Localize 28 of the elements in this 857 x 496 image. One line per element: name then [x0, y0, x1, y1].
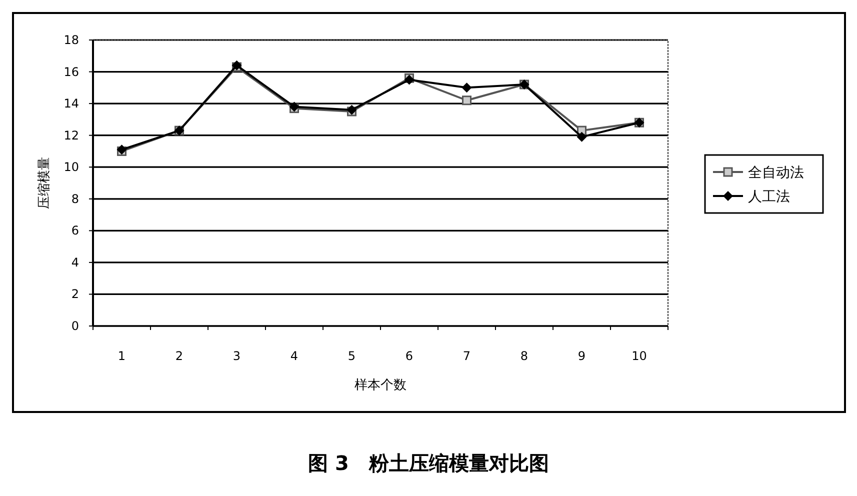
x-tick-label: 6	[405, 349, 414, 363]
legend-label: 人工法	[748, 189, 790, 205]
y-tick-label: 12	[64, 128, 79, 142]
y-tick-label: 2	[71, 287, 79, 302]
y-axis-title: 压缩模量	[37, 157, 52, 209]
x-tick-label: 1	[118, 349, 126, 363]
x-tick-label: 9	[578, 349, 586, 363]
x-tick-label: 4	[290, 349, 298, 363]
y-tick-label: 6	[71, 224, 79, 238]
x-tick-label: 10	[632, 349, 647, 363]
y-tick-label: 4	[71, 255, 79, 270]
y-tick-label: 10	[64, 160, 79, 174]
y-tick-label: 16	[64, 64, 79, 79]
y-tick-label: 14	[64, 96, 79, 111]
point	[462, 82, 472, 93]
point	[576, 132, 587, 142]
y-tick-label: 8	[71, 192, 79, 206]
y-tick-label: 18	[64, 33, 79, 47]
x-tick-label: 2	[175, 349, 184, 363]
text: 图 3 粉土压缩模量对比图	[308, 451, 549, 475]
x-tick-label: 8	[520, 349, 528, 363]
point	[462, 96, 472, 106]
y-tick-label: 0	[71, 319, 79, 333]
x-tick-label: 3	[232, 349, 241, 363]
x-tick-label: 7	[462, 349, 471, 363]
x-tick-label: 5	[348, 349, 356, 363]
legend-label: 全自动法	[748, 165, 804, 181]
x-axis-title: 样本个数	[354, 378, 406, 393]
